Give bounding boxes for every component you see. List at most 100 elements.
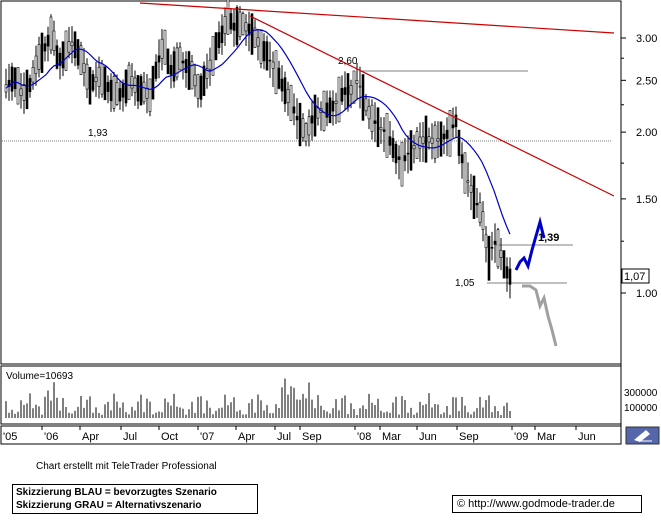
candle-body xyxy=(205,68,209,79)
time-axis-label: Oct xyxy=(161,431,178,443)
candle-body xyxy=(463,152,467,194)
candle-body xyxy=(334,100,338,104)
candle-body xyxy=(196,73,200,99)
candle-body xyxy=(91,74,95,91)
price-panel xyxy=(0,0,622,365)
source-url[interactable]: http://www.godmode-trader.de xyxy=(468,498,615,510)
candle-body xyxy=(88,66,92,105)
candle-body xyxy=(460,154,464,164)
candle-body xyxy=(151,65,155,100)
time-axis-label: '07 xyxy=(200,431,214,443)
candle-body xyxy=(457,129,461,156)
candle-body xyxy=(307,116,311,136)
candle-body xyxy=(358,85,362,88)
candle-body xyxy=(484,234,488,249)
chart-tool-icon[interactable] xyxy=(625,426,660,445)
candle-body xyxy=(292,106,296,114)
candle-body xyxy=(385,113,389,158)
source-link[interactable]: © http://www.godmode-trader.de xyxy=(452,495,642,513)
time-axis-label: Apr xyxy=(82,431,99,443)
alternative-scenario-path xyxy=(522,284,558,347)
candle-body xyxy=(382,129,386,132)
short-term-trendline xyxy=(249,15,615,197)
preferred-scenario-path xyxy=(514,216,546,271)
candle-body xyxy=(436,138,440,142)
candle-body xyxy=(367,106,371,120)
candle-body xyxy=(199,75,203,100)
candle-body xyxy=(346,73,350,108)
candle-body xyxy=(34,55,38,74)
candle-body xyxy=(508,268,512,285)
candle-body xyxy=(106,82,110,92)
candle-body xyxy=(37,44,41,70)
candle-body xyxy=(10,66,14,92)
last-price-badge xyxy=(621,268,650,284)
candle-body xyxy=(127,64,131,100)
candle-body xyxy=(148,78,152,112)
time-axis-label: Apr xyxy=(238,431,255,443)
candle-body xyxy=(220,25,224,43)
candle-body xyxy=(211,36,215,76)
candle-body xyxy=(349,85,353,95)
candle-body xyxy=(301,118,305,138)
candle-body xyxy=(169,65,173,75)
price-tick-label: 3.00 xyxy=(636,33,657,45)
price-tick-label: 2.50 xyxy=(636,75,657,87)
time-axis-label: Mar xyxy=(382,431,401,443)
candle-body xyxy=(22,84,26,101)
candle-body xyxy=(175,47,179,78)
candle-body xyxy=(304,123,308,142)
candle-body xyxy=(433,124,437,159)
candle-body xyxy=(4,84,8,93)
candle-body xyxy=(154,61,158,79)
candle-body xyxy=(124,69,128,104)
candle-body xyxy=(247,23,251,36)
candle-body xyxy=(352,70,356,104)
volume-panel xyxy=(0,365,622,425)
candle-body xyxy=(397,156,401,160)
candle-body xyxy=(58,52,62,66)
candle-body xyxy=(157,55,161,63)
candle-body xyxy=(109,79,113,102)
candle-body xyxy=(40,32,44,73)
candle-body xyxy=(97,66,101,87)
candle-body xyxy=(187,51,191,90)
candle-body xyxy=(298,102,302,147)
candle-body xyxy=(322,90,326,131)
long-term-trendline xyxy=(139,2,615,34)
candle-body xyxy=(139,76,143,106)
time-axis-label: Mar xyxy=(537,431,556,443)
candle-body xyxy=(502,250,506,279)
candle-body xyxy=(178,46,182,71)
candle-body xyxy=(229,13,233,30)
candle-body xyxy=(403,155,407,162)
candle-body xyxy=(469,184,473,193)
candle-body xyxy=(76,39,80,66)
candle-body xyxy=(7,79,11,88)
candle-body xyxy=(238,11,242,37)
candle-body xyxy=(475,203,479,206)
candle-body xyxy=(337,76,341,123)
level-label-105: 1,05 xyxy=(455,278,475,289)
candle-body xyxy=(487,235,491,281)
time-axis-label: Sep xyxy=(302,431,322,443)
candle-body xyxy=(103,66,107,101)
candle-body xyxy=(295,115,299,121)
candle-body xyxy=(163,29,167,65)
level-label-260: 2,60 xyxy=(338,56,358,67)
candle-body xyxy=(13,67,17,90)
candle-body xyxy=(283,77,287,105)
candle-body xyxy=(190,61,194,90)
candle-body xyxy=(331,100,335,112)
candle-body xyxy=(121,83,125,98)
candle-body xyxy=(418,136,422,149)
candle-body xyxy=(430,137,434,144)
candle-body xyxy=(259,30,263,64)
candle-body xyxy=(262,41,266,62)
candle-body xyxy=(166,48,170,75)
candle-body xyxy=(79,45,83,76)
price-tick-label: 1.50 xyxy=(636,194,657,206)
time-axis-label: '05 xyxy=(3,431,17,443)
candle-body xyxy=(193,74,197,87)
